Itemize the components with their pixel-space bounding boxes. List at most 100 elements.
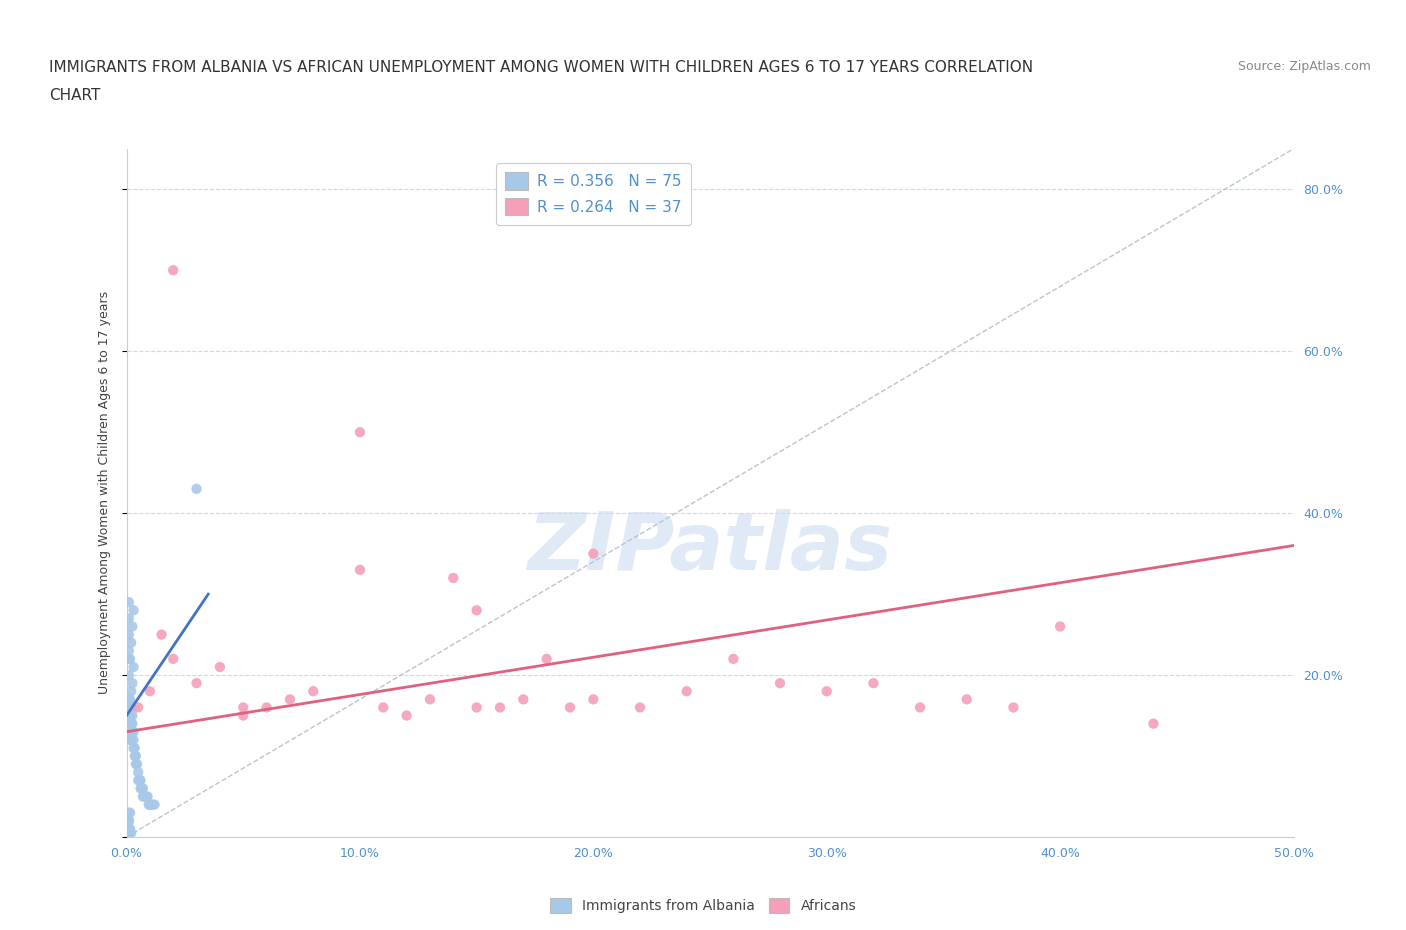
Point bbox=[118, 826, 141, 841]
Point bbox=[138, 797, 160, 812]
Point bbox=[118, 814, 141, 829]
Point bbox=[136, 789, 159, 804]
Point bbox=[465, 700, 488, 715]
Point bbox=[395, 708, 418, 723]
Point bbox=[129, 781, 152, 796]
Point bbox=[121, 716, 143, 731]
Text: CHART: CHART bbox=[49, 88, 101, 103]
Point bbox=[132, 789, 155, 804]
Point bbox=[120, 684, 142, 698]
Point bbox=[135, 789, 157, 804]
Point bbox=[118, 708, 141, 723]
Point bbox=[118, 826, 141, 841]
Point bbox=[118, 821, 141, 836]
Legend: Immigrants from Albania, Africans: Immigrants from Albania, Africans bbox=[544, 892, 862, 919]
Point bbox=[118, 826, 141, 841]
Point bbox=[125, 757, 148, 772]
Point bbox=[139, 797, 162, 812]
Point bbox=[118, 700, 141, 715]
Point bbox=[232, 708, 254, 723]
Point bbox=[118, 708, 141, 723]
Point bbox=[120, 716, 142, 731]
Point bbox=[536, 651, 558, 666]
Point bbox=[118, 595, 141, 610]
Point bbox=[118, 821, 141, 836]
Point bbox=[118, 826, 141, 841]
Point bbox=[132, 781, 155, 796]
Point bbox=[118, 651, 141, 666]
Point bbox=[120, 724, 142, 739]
Point bbox=[512, 692, 534, 707]
Point bbox=[582, 546, 605, 561]
Point bbox=[141, 797, 163, 812]
Point bbox=[186, 482, 208, 497]
Point bbox=[122, 724, 145, 739]
Point bbox=[489, 700, 512, 715]
Point bbox=[118, 826, 141, 841]
Point bbox=[118, 651, 141, 666]
Point bbox=[419, 692, 441, 707]
Text: ZIPatlas: ZIPatlas bbox=[527, 509, 893, 587]
Point bbox=[129, 773, 152, 788]
Point bbox=[118, 805, 141, 820]
Point bbox=[815, 684, 838, 698]
Point bbox=[232, 700, 254, 715]
Point bbox=[139, 797, 162, 812]
Point bbox=[862, 676, 884, 691]
Text: IMMIGRANTS FROM ALBANIA VS AFRICAN UNEMPLOYMENT AMONG WOMEN WITH CHILDREN AGES 6: IMMIGRANTS FROM ALBANIA VS AFRICAN UNEMP… bbox=[49, 60, 1033, 75]
Point bbox=[118, 700, 141, 715]
Point bbox=[122, 603, 145, 618]
Point bbox=[121, 619, 143, 634]
Point bbox=[139, 684, 162, 698]
Point bbox=[956, 692, 979, 707]
Point bbox=[118, 805, 141, 820]
Point bbox=[1002, 700, 1025, 715]
Point bbox=[127, 773, 149, 788]
Point bbox=[121, 676, 143, 691]
Point bbox=[302, 684, 325, 698]
Point bbox=[120, 635, 142, 650]
Point bbox=[441, 570, 464, 585]
Point bbox=[278, 692, 301, 707]
Point bbox=[125, 757, 148, 772]
Point bbox=[134, 789, 156, 804]
Point bbox=[908, 700, 931, 715]
Point bbox=[162, 263, 184, 278]
Point bbox=[150, 627, 173, 642]
Point bbox=[132, 789, 155, 804]
Point bbox=[628, 700, 651, 715]
Point bbox=[141, 797, 163, 812]
Point bbox=[582, 692, 605, 707]
Point bbox=[118, 814, 141, 829]
Y-axis label: Unemployment Among Women with Children Ages 6 to 17 years: Unemployment Among Women with Children A… bbox=[98, 291, 111, 695]
Point bbox=[124, 740, 146, 755]
Point bbox=[120, 826, 142, 841]
Point bbox=[118, 821, 141, 836]
Point bbox=[118, 821, 141, 836]
Point bbox=[120, 733, 142, 748]
Point bbox=[128, 773, 150, 788]
Point bbox=[349, 563, 371, 578]
Point bbox=[118, 611, 141, 626]
Text: Source: ZipAtlas.com: Source: ZipAtlas.com bbox=[1237, 60, 1371, 73]
Point bbox=[256, 700, 278, 715]
Point bbox=[723, 651, 745, 666]
Point bbox=[131, 781, 153, 796]
Point bbox=[118, 708, 141, 723]
Point bbox=[118, 692, 141, 707]
Point bbox=[675, 684, 697, 698]
Point bbox=[118, 692, 141, 707]
Point bbox=[118, 716, 141, 731]
Point bbox=[124, 749, 146, 764]
Point bbox=[465, 603, 488, 618]
Point bbox=[162, 651, 184, 666]
Point bbox=[118, 826, 141, 841]
Point bbox=[122, 733, 145, 748]
Point bbox=[558, 700, 581, 715]
Point bbox=[143, 797, 166, 812]
Point bbox=[121, 708, 143, 723]
Point bbox=[208, 659, 231, 674]
Point bbox=[373, 700, 395, 715]
Point bbox=[118, 668, 141, 683]
Point bbox=[125, 749, 148, 764]
